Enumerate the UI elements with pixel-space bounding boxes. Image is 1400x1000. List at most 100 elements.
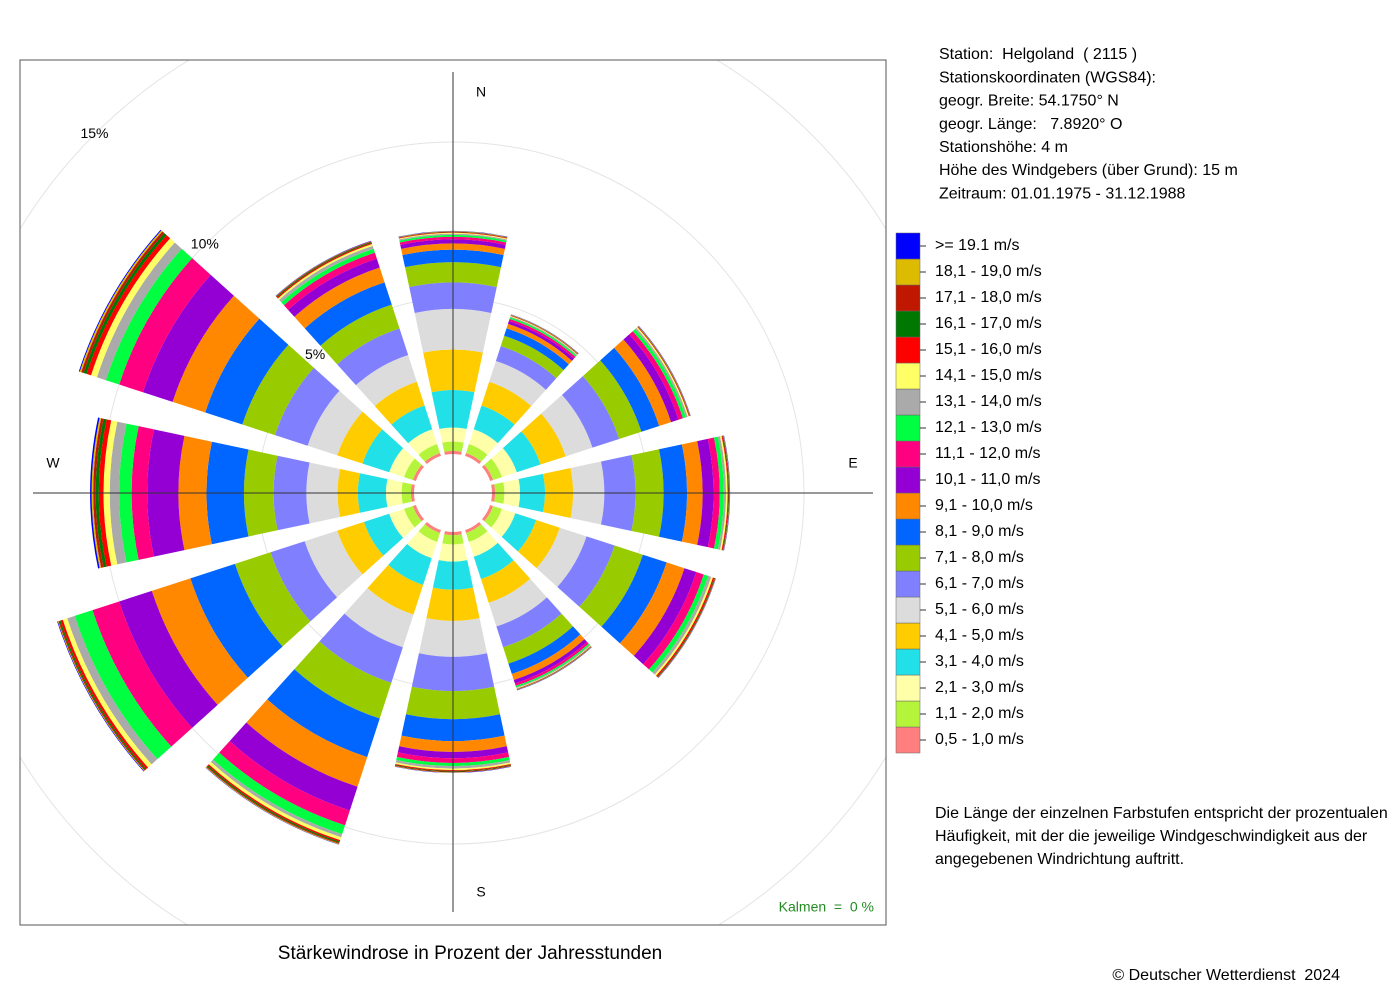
plot-area xyxy=(20,60,886,925)
rose-segment xyxy=(212,752,346,835)
station-info: Zeitraum: 01.01.1975 - 31.12.1988 xyxy=(939,185,1185,202)
legend-label: 0,5 - 1,0 m/s xyxy=(935,731,1024,748)
rose-segment xyxy=(95,418,107,568)
rose-segment xyxy=(511,634,585,680)
rose-segment xyxy=(412,464,425,481)
legend-swatch xyxy=(895,440,921,468)
rose-segment xyxy=(337,411,383,464)
legend-swatch xyxy=(895,570,921,598)
rose-segment xyxy=(473,405,515,444)
legend-swatch xyxy=(895,622,921,650)
legend-label: 10,1 - 11,0 m/s xyxy=(935,471,1041,488)
rose-segment xyxy=(98,419,112,567)
rose-segment xyxy=(424,521,441,534)
rose-segment xyxy=(517,519,560,569)
rose-segment xyxy=(394,766,512,773)
rose-segment xyxy=(508,626,581,675)
copyright: © Deutscher Wetterdienst 2024 xyxy=(1112,967,1340,984)
rose-segment xyxy=(229,722,358,811)
rose-segment xyxy=(506,323,572,365)
rose-segment xyxy=(399,236,507,245)
legend-label: 8,1 - 9,0 m/s xyxy=(935,523,1024,540)
rose-segment xyxy=(721,435,729,551)
rose-segment xyxy=(398,230,508,237)
rose-segment xyxy=(541,394,593,457)
direction-label: E xyxy=(848,455,857,471)
rose-segment xyxy=(723,435,731,551)
rose-segment xyxy=(367,564,424,615)
rose-segment xyxy=(720,435,728,551)
rose-segment xyxy=(151,578,248,705)
r-tick-label: 10% xyxy=(191,236,219,252)
rose-segment xyxy=(713,436,724,550)
rose-segment xyxy=(521,413,566,465)
rose-segment xyxy=(579,545,643,627)
rose-segment xyxy=(601,554,667,644)
rose-segment xyxy=(399,233,507,241)
rose-segment xyxy=(536,527,587,587)
rose-segment xyxy=(582,360,642,440)
rose-segment xyxy=(288,258,380,317)
rose-segment xyxy=(495,346,557,390)
description: Die Länge der einzelnen Farbstufen entsp… xyxy=(935,805,1388,822)
legend-label: 17,1 - 18,0 m/s xyxy=(935,289,1042,306)
rose-segment xyxy=(294,641,392,719)
rose-segment xyxy=(418,524,440,542)
rose-segment xyxy=(504,328,569,371)
rose-segment xyxy=(374,381,425,425)
rose-segment xyxy=(304,282,392,346)
direction-label: N xyxy=(476,84,486,100)
rose-segment xyxy=(92,601,193,747)
rose-segment xyxy=(344,588,414,648)
rose-segment xyxy=(319,613,403,683)
rose-segment xyxy=(396,752,510,763)
legend-label: 1,1 - 2,0 m/s xyxy=(935,705,1024,722)
rose-segment xyxy=(395,764,511,772)
rose-segment xyxy=(398,231,508,238)
legend-label: 12,1 - 13,0 m/s xyxy=(935,419,1042,436)
rose-segment xyxy=(388,544,432,585)
rose-segment xyxy=(619,562,685,656)
rose-segment xyxy=(480,560,531,603)
rose-segment xyxy=(503,613,574,664)
rose-segment xyxy=(267,669,380,758)
rose-segment xyxy=(398,232,508,239)
rose-segment xyxy=(466,444,488,462)
direction-label: S xyxy=(476,884,485,900)
rose-segment xyxy=(481,505,494,522)
legend-swatch xyxy=(895,466,921,494)
rose-segment xyxy=(500,335,564,379)
rose-segment xyxy=(717,436,727,550)
legend-label: 2,1 - 3,0 m/s xyxy=(935,679,1024,696)
rose-segment xyxy=(491,508,516,537)
r-tick-label: 15% xyxy=(80,125,108,141)
rose-segment xyxy=(465,521,482,534)
rose-segment xyxy=(363,513,404,556)
rose-segment xyxy=(466,524,488,542)
rose-segment xyxy=(294,267,385,329)
description: angegebenen Windrichtung auftritt. xyxy=(935,851,1184,868)
rose-segment xyxy=(281,248,375,306)
legend-swatch xyxy=(895,388,921,416)
rose-segment xyxy=(722,435,730,551)
rose-segment xyxy=(496,597,562,648)
rose-segment xyxy=(468,531,498,557)
rose-segment xyxy=(105,248,193,385)
legend-swatch xyxy=(895,596,921,624)
rose-segment xyxy=(219,741,350,826)
rose-segment xyxy=(557,536,615,607)
rose-segment xyxy=(491,448,517,478)
rose-segment xyxy=(508,318,576,359)
rose-segment xyxy=(465,452,482,465)
rose-segment xyxy=(142,274,234,402)
rose-segment xyxy=(614,339,672,426)
rose-segment xyxy=(473,542,514,580)
legend-swatch xyxy=(895,232,921,260)
rose-segment xyxy=(600,347,660,432)
legend-label: 5,1 - 6,0 m/s xyxy=(935,601,1024,618)
rose-segment xyxy=(172,295,260,413)
legend-swatch xyxy=(895,414,921,442)
legend-label: 18,1 - 19,0 m/s xyxy=(935,263,1042,280)
rose-segment xyxy=(408,429,438,455)
